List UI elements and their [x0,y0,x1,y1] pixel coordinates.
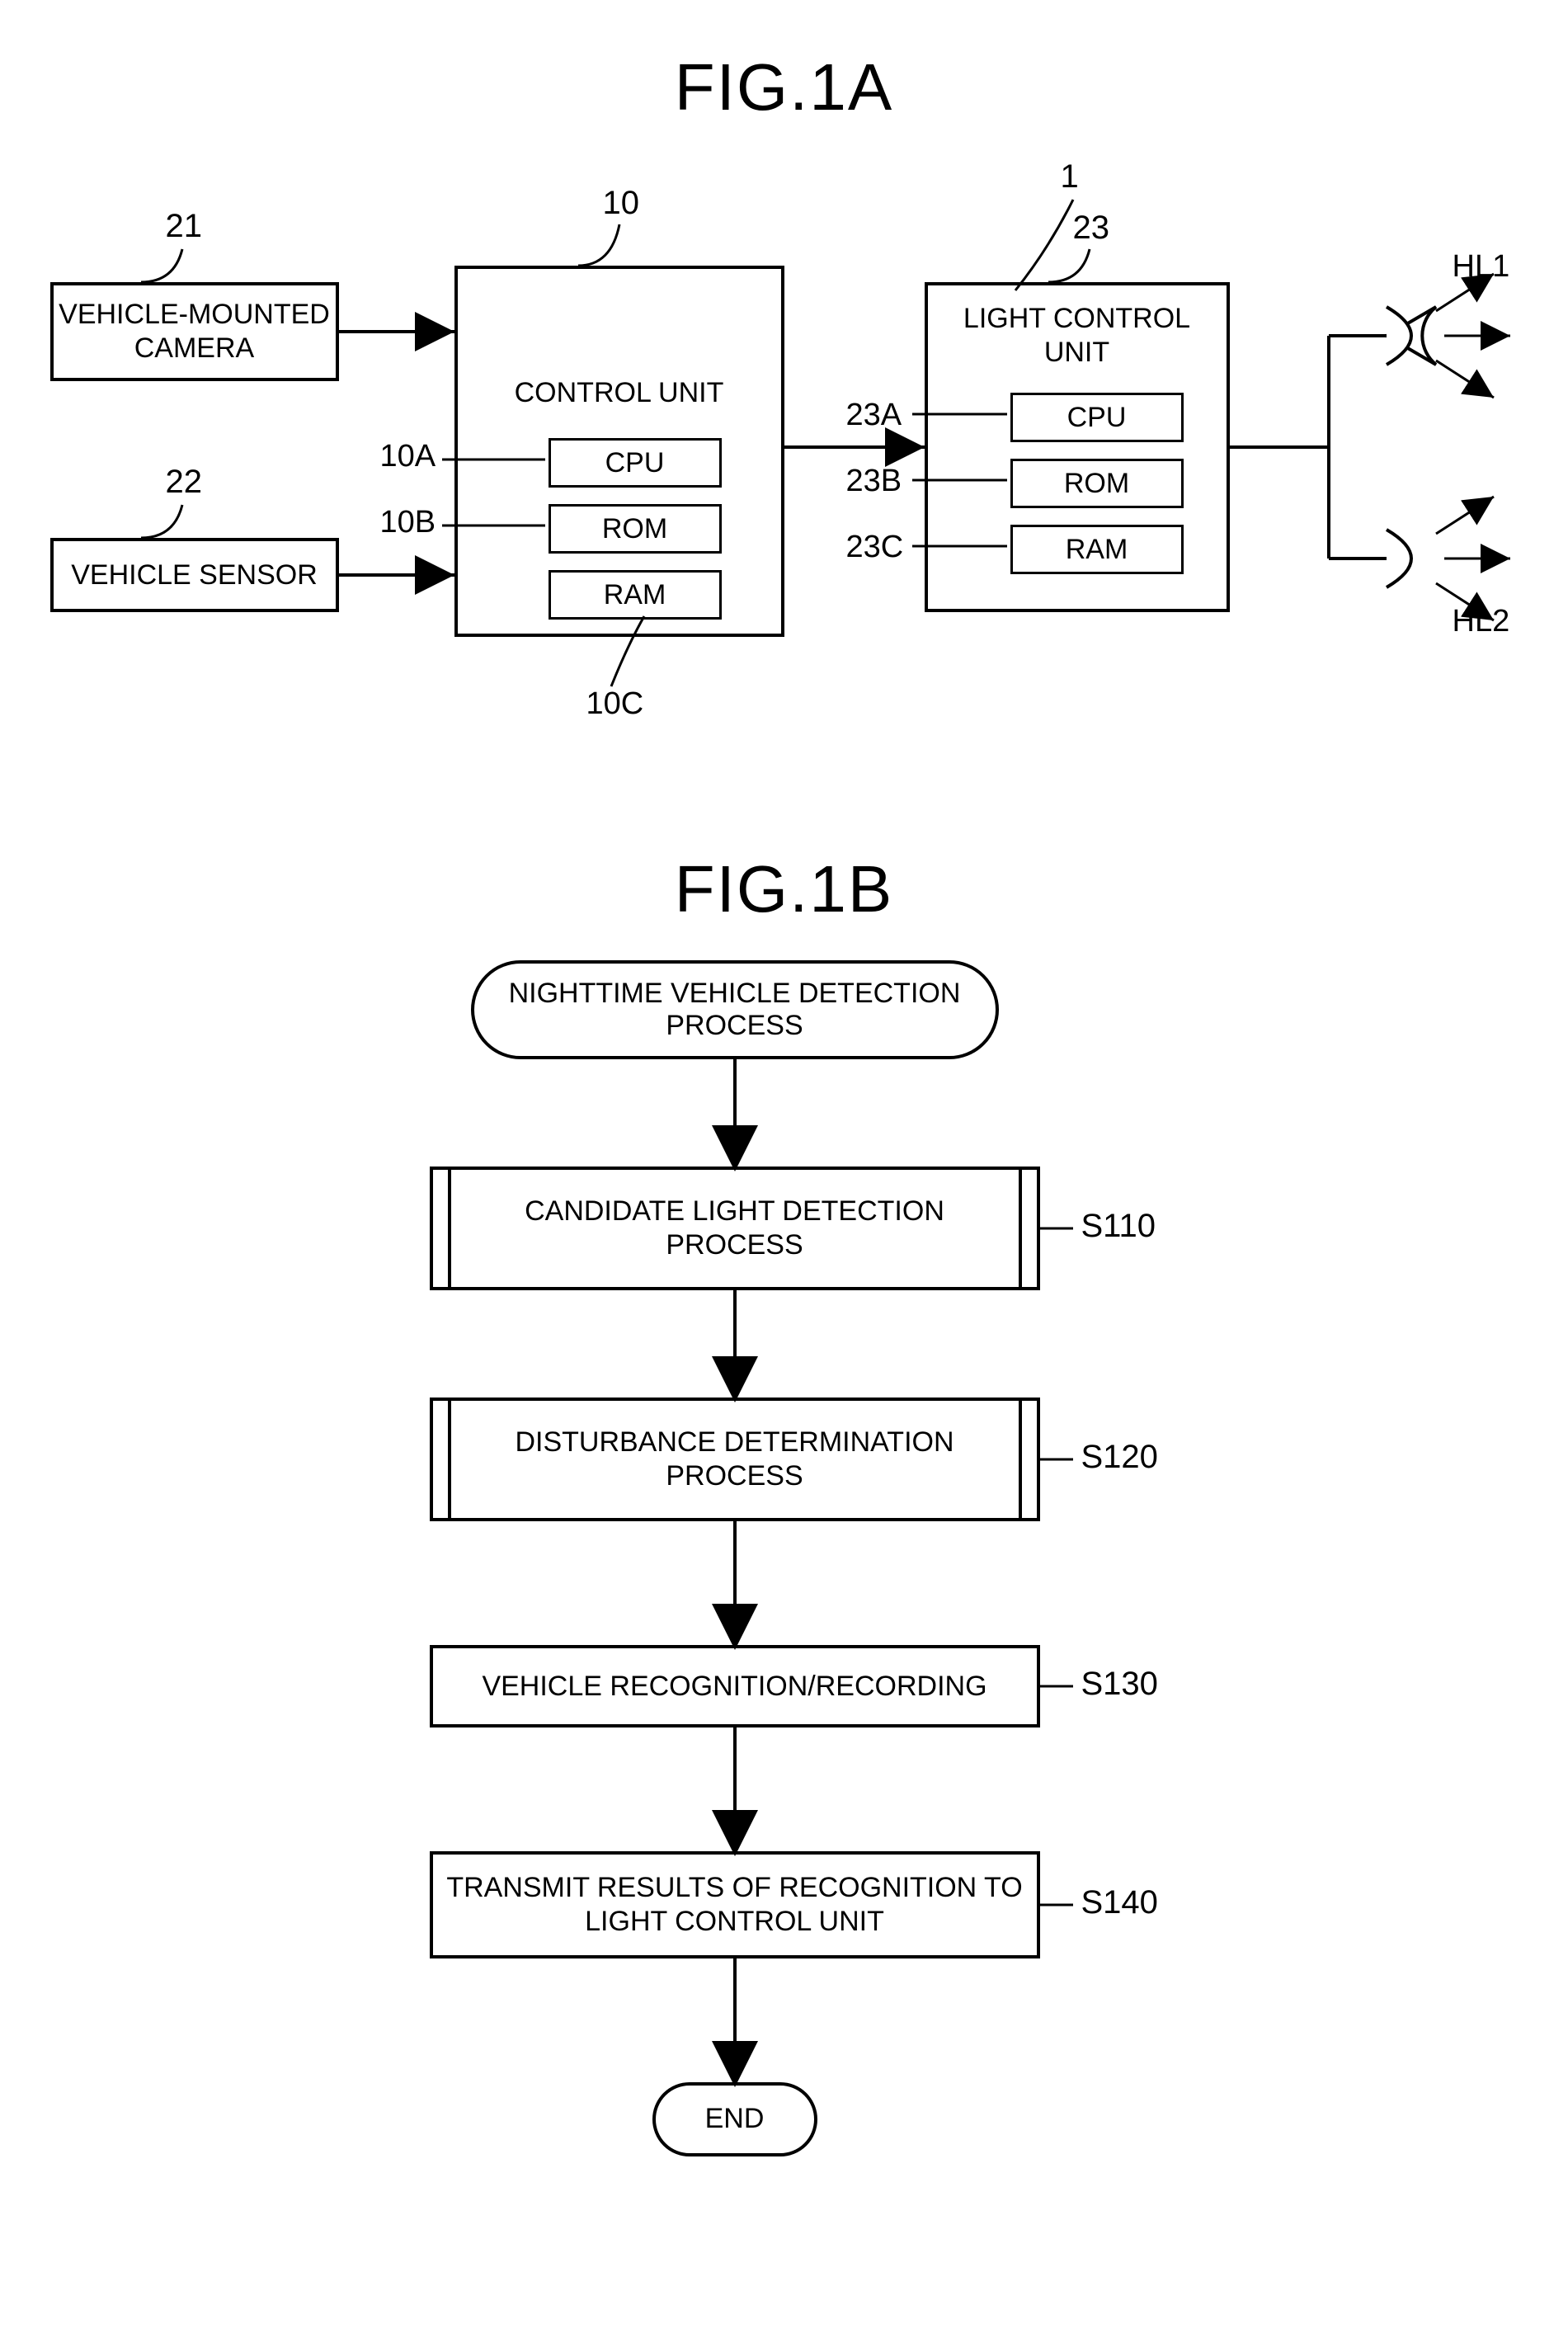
fig1b-flowchart: NIGHTTIME VEHICLE DETECTION PROCESS CAND… [248,960,1321,2280]
fig1a-svg [17,158,1552,802]
control-unit-box: CONTROL UNIT CPU ROM RAM [454,266,784,637]
sensor-box: VEHICLE SENSOR [50,538,339,612]
step-s130: VEHICLE RECOGNITION/RECORDING [430,1645,1040,1727]
lcu-ram: RAM [1010,525,1184,574]
light-control-unit-box: LIGHT CONTROL UNIT CPU ROM RAM [925,282,1230,612]
end-terminator: END [652,2082,817,2156]
ref-22: 22 [166,464,203,501]
camera-box: VEHICLE-MOUNTED CAMERA [50,282,339,381]
ref-s140: S140 [1081,1884,1158,1921]
step-s140: TRANSMIT RESULTS OF RECOGNITION TO LIGHT… [430,1851,1040,1958]
control-unit-title: CONTROL UNIT [458,376,781,410]
cu-cpu: CPU [549,438,722,488]
ref-hl1: HL1 [1453,249,1510,285]
ref-10c: 10C [586,686,644,722]
ref-23c: 23C [846,530,904,565]
ref-s130: S130 [1081,1666,1158,1703]
ref-10a: 10A [380,439,436,474]
lcu-rom: ROM [1010,459,1184,508]
ref-s120: S120 [1081,1439,1158,1476]
ref-hl2: HL2 [1453,604,1510,639]
fig1a-title: FIG.1A [17,49,1552,125]
ref-23b: 23B [846,464,902,499]
ref-21: 21 [166,208,203,245]
ref-10b: 10B [380,505,436,540]
lcu-cpu: CPU [1010,393,1184,442]
step-s120: DISTURBANCE DETERMINATION PROCESS [430,1398,1040,1521]
lcu-title: LIGHT CONTROL UNIT [928,302,1227,370]
fig1a-diagram: 1 21 VEHICLE-MOUNTED CAMERA 22 VEHICLE S… [17,158,1552,802]
fig1b-title: FIG.1B [17,851,1552,927]
step-s110: CANDIDATE LIGHT DETECTION PROCESS [430,1167,1040,1290]
ref-23: 23 [1073,210,1110,247]
cu-rom: ROM [549,504,722,554]
ref-23a: 23A [846,398,902,433]
ref-s110: S110 [1081,1208,1156,1245]
cu-ram: RAM [549,570,722,620]
ref-10: 10 [603,185,640,222]
start-terminator: NIGHTTIME VEHICLE DETECTION PROCESS [471,960,999,1059]
ref-1: 1 [1061,158,1079,196]
